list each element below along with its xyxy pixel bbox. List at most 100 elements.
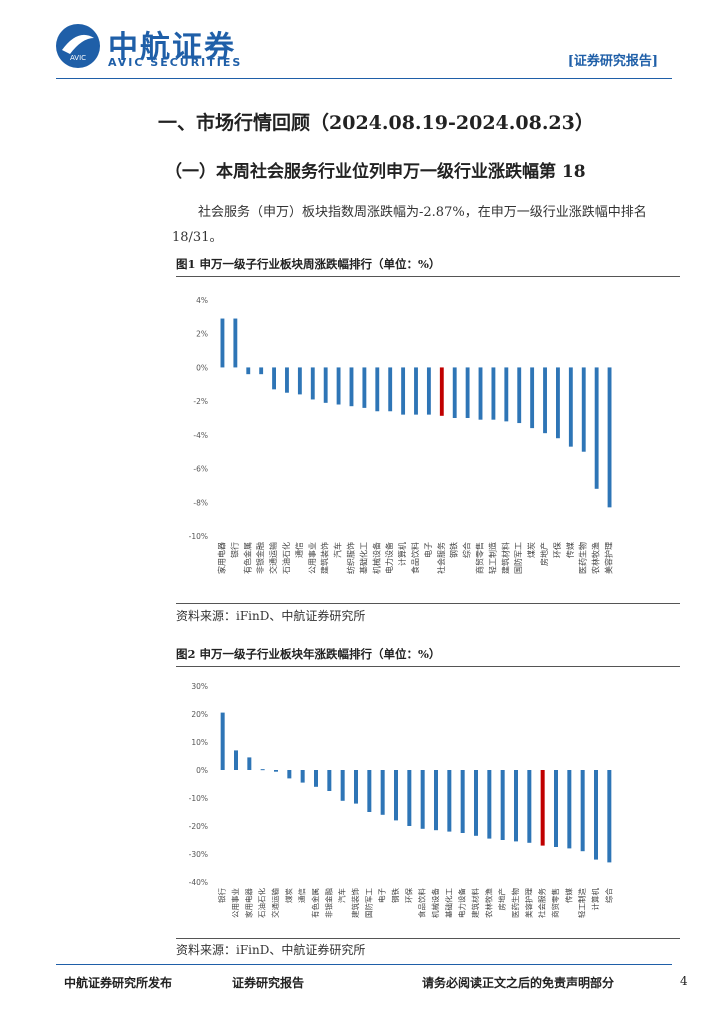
category-label: 石油石化 [281, 542, 291, 574]
bar-交通运输 [272, 367, 276, 390]
subsection-title: （一）本周社会服务行业位列申万一级行业涨跌幅第 18 [165, 162, 586, 182]
bar-房地产 [500, 770, 505, 840]
bar-轻工制造 [491, 367, 496, 420]
avic-emblem-icon: AVIC [56, 24, 100, 68]
bar-轻工制造 [580, 770, 585, 852]
y-tick-label: 0% [196, 363, 208, 372]
bar-公用事业 [234, 750, 238, 770]
bar-综合 [465, 367, 470, 418]
category-label: 煤炭 [283, 888, 293, 903]
category-label: 家用电器 [216, 542, 226, 574]
category-label: 电力设备 [457, 888, 467, 918]
svg-text:AVIC: AVIC [70, 54, 86, 62]
header-divider [56, 78, 672, 79]
category-label: 通信 [297, 888, 307, 903]
category-label: 交通运输 [270, 888, 280, 918]
bar-环保 [407, 770, 412, 826]
bar-农林牧渔 [487, 770, 492, 839]
footer-publisher: 中航证券研究所发布 [64, 976, 173, 990]
category-label: 环保 [552, 542, 562, 558]
category-label: 机械设备 [430, 888, 440, 918]
category-label: 汽车 [337, 888, 347, 903]
bar-电子 [426, 367, 431, 415]
category-label: 综合 [603, 888, 613, 903]
bar-建筑装饰 [354, 770, 358, 804]
category-label: 国防军工 [513, 542, 523, 574]
bar-机械设备 [434, 770, 438, 831]
y-tick-label: 0% [196, 766, 208, 775]
category-label: 通信 [294, 542, 304, 558]
category-label: 建筑装饰 [320, 542, 330, 574]
bar-机械设备 [375, 367, 380, 412]
y-tick-label: -10% [189, 532, 208, 541]
bar-电力设备 [388, 367, 393, 412]
category-label: 纺织服饰 [345, 542, 355, 574]
figure-2-title: 图2 申万一级子行业板块年涨跌幅排行（单位：%） [176, 647, 441, 661]
figure-1-title: 图1 申万一级子行业板块周涨跌幅排行（单位：%） [176, 257, 441, 271]
bar-电子 [380, 770, 385, 815]
category-label: 国防军工 [363, 888, 373, 918]
category-label: 社会服务 [537, 888, 547, 918]
bar-银行 [220, 712, 225, 770]
category-label: 基础化工 [358, 542, 368, 574]
category-label: 环保 [404, 888, 413, 903]
category-label: 美容护理 [523, 888, 533, 918]
category-label: 轻工制造 [487, 542, 497, 574]
figure-1-bottom-rule [176, 603, 680, 604]
category-label: 美容护理 [604, 542, 614, 574]
category-label: 建筑材料 [500, 542, 510, 574]
bar-传媒 [567, 770, 572, 849]
bar-家用电器 [247, 757, 252, 770]
summary-paragraph: 社会服务（申万）板块指数周涨跌幅为-2.87%，在申万一级行业涨跌幅中排名18/… [172, 205, 647, 245]
bar-国防军工 [517, 367, 522, 424]
bar-通信 [297, 367, 302, 395]
category-label: 建筑装饰 [350, 888, 360, 918]
weekly-change-chart: 4% 2% 0% -2% -4% -6% -8% -10% 家用电器 银行 有色金属 非银金融 交通运输… [176, 286, 680, 596]
category-label: 家用电器 [243, 888, 253, 918]
category-label: 食品饮料 [417, 888, 427, 918]
bar-环保 [556, 367, 560, 439]
y-tick-label: -30% [189, 850, 208, 859]
category-label: 农林牧渔 [483, 888, 493, 918]
category-label: 食品饮料 [410, 542, 420, 574]
bar-公用事业 [310, 367, 315, 400]
bar-钢铁 [394, 770, 398, 821]
category-label: 计算机 [590, 888, 600, 911]
bar-交通运输 [274, 770, 278, 772]
bar-有色金属 [246, 367, 251, 375]
bar-非银金融 [259, 367, 264, 375]
bar-社会服务 [540, 770, 545, 846]
bar-煤炭 [530, 367, 535, 429]
y-tick-label: 4% [196, 296, 208, 305]
y-tick-label: -4% [193, 431, 208, 440]
category-label: 电子 [423, 542, 433, 558]
figure-2-bottom-rule [176, 938, 680, 939]
bar-传媒 [568, 367, 573, 447]
logo-english-name: AVIC SECURITIES [108, 56, 243, 69]
bar-社会服务 [439, 367, 444, 416]
bar-纺织服饰 [349, 367, 354, 407]
bar-美容护理 [607, 367, 612, 508]
category-label: 钢铁 [449, 542, 459, 558]
y-tick-label: -8% [193, 498, 208, 507]
figure-1-source: 资料来源：iFinD、中航证券研究所 [176, 609, 366, 623]
bar-美容护理 [527, 770, 532, 843]
bar-建筑装饰 [323, 367, 328, 403]
bar-综合 [607, 770, 612, 863]
bar-医药生物 [581, 367, 586, 452]
figure-1-top-rule [176, 276, 680, 277]
y-tick-label: -40% [189, 878, 208, 887]
bar-石油石化 [260, 769, 265, 771]
yearly-change-chart: 30% 20% 10% 0% -10% -20% -30% -40% 银行 公用事业 家用电器 石油石… [176, 676, 680, 934]
bar-石油石化 [285, 367, 289, 393]
category-label: 公用事业 [307, 542, 317, 574]
category-label: 医药生物 [510, 888, 520, 918]
category-label: 社会服务 [436, 542, 446, 574]
category-label: 石油石化 [257, 888, 267, 918]
y-tick-label: 10% [191, 738, 208, 747]
category-label: 非银金融 [323, 888, 333, 918]
bar-家用电器 [220, 318, 225, 368]
figure-2-top-rule [176, 666, 680, 667]
category-label: 有色金属 [242, 542, 252, 574]
page-number: 4 [680, 974, 688, 988]
